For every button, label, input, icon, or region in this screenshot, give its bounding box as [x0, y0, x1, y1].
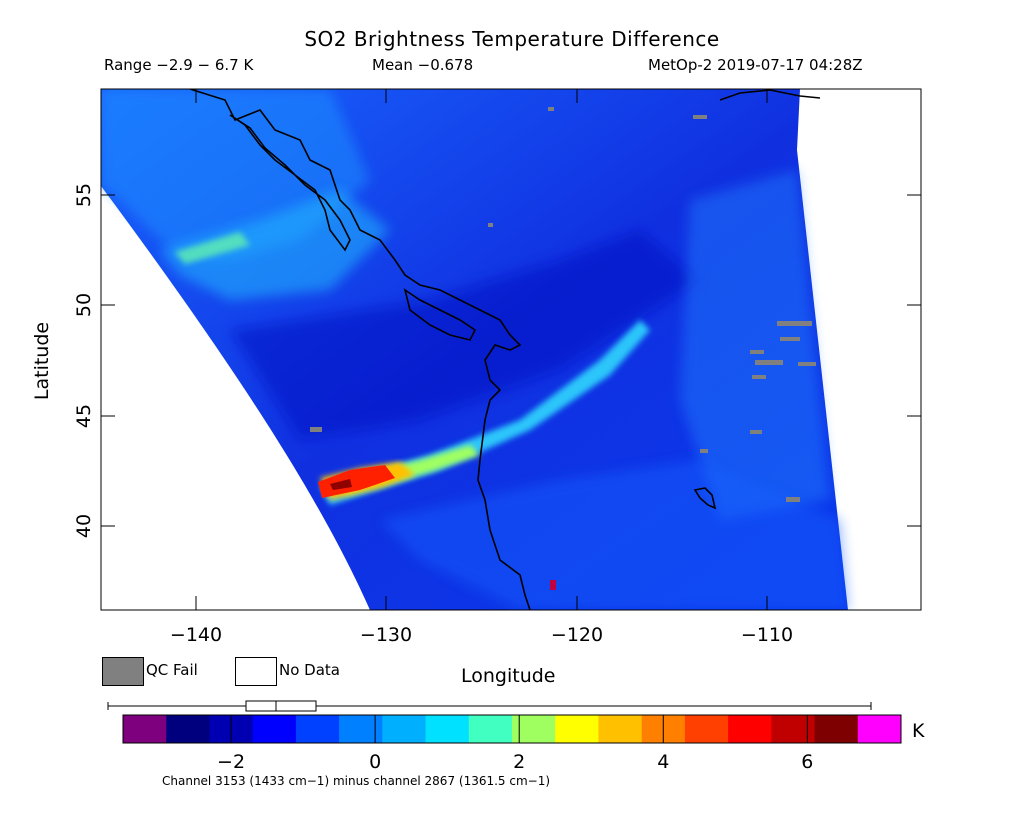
qc-fail-pixels: [310, 107, 816, 502]
x-axis-label: Longitude: [461, 665, 556, 687]
colorbar-segment: [295, 715, 340, 743]
colorbar-tick-label: 0: [369, 751, 381, 773]
plot-frame: [100, 88, 922, 611]
colorbar-frame: [122, 714, 902, 744]
colorbar-segment: [382, 715, 427, 743]
y-tick-label: 50: [73, 293, 95, 317]
x-tick-label: −130: [360, 624, 412, 646]
colorbar-tick-label: 4: [657, 751, 669, 773]
colorbar-segment: [512, 715, 556, 743]
colorbar-ticks: −2 0 2 4 6: [217, 715, 813, 773]
colorbar-segment: [598, 715, 643, 743]
data-swath: [101, 89, 848, 610]
coastline: [189, 89, 821, 610]
colorbar-segment: [166, 715, 210, 743]
mean-text: Mean −0.678: [372, 56, 474, 74]
qc-fail-label: QC Fail: [146, 661, 198, 679]
x-tick-label: −110: [741, 624, 793, 646]
y-axis-ticks: [101, 194, 921, 527]
colorbar-segment: [123, 715, 167, 743]
y-tick-label: 40: [73, 514, 95, 538]
colorbar-tick-label: 2: [513, 751, 525, 773]
chart-title: SO2 Brightness Temperature Difference: [304, 27, 720, 51]
y-axis-label: Latitude: [31, 321, 53, 401]
colorbar-segment: [857, 715, 902, 743]
colorbar-segment: [814, 715, 859, 743]
colorbar-tick-label: −2: [217, 751, 245, 773]
colorbar-segment: [252, 715, 297, 743]
colorbar-segment: [555, 715, 599, 743]
y-tick-label: 55: [73, 183, 95, 207]
x-axis-ticks: [195, 89, 768, 610]
x-tick-label: −120: [551, 624, 603, 646]
y-tick-label: 45: [73, 404, 95, 428]
channel-footnote: Channel 3153 (1433 cm−1) minus channel 2…: [162, 774, 551, 788]
distribution-boxplot: [107, 700, 872, 712]
qc-fail-swatch: [102, 657, 144, 686]
range-text: Range −2.9 − 6.7 K: [104, 56, 254, 74]
satellite-time-text: MetOp-2 2019-07-17 04:28Z: [648, 56, 863, 74]
no-data-swatch: [235, 657, 277, 686]
colorbar-segment: [425, 715, 470, 743]
colorbar-segment: [771, 715, 816, 743]
colorbar-unit: K: [912, 720, 925, 742]
colorbar: [122, 714, 902, 744]
no-data-label: No Data: [279, 661, 340, 679]
x-tick-label: −140: [170, 624, 222, 646]
colorbar-segment: [684, 715, 729, 743]
colorbar-tick-label: 6: [801, 751, 813, 773]
colorbar-segment: [339, 715, 383, 743]
colorbar-segment: [728, 715, 772, 743]
colorbar-segment: [468, 715, 513, 743]
